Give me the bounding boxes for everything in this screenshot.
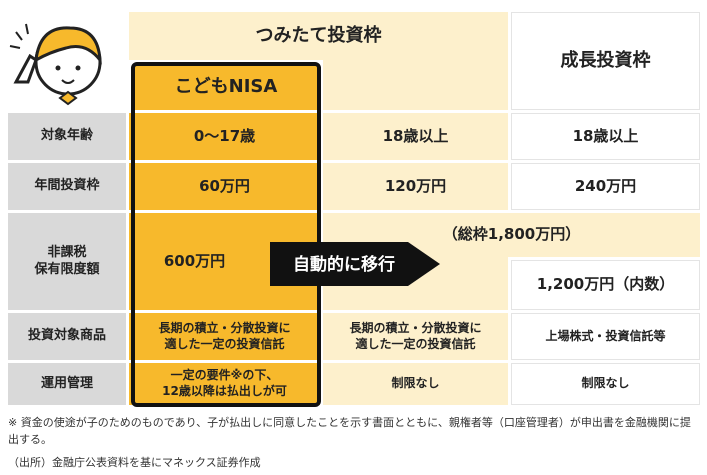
- cell-line: 長期の積立・分散投資に: [158, 320, 291, 335]
- arrow: 自動的に移行: [270, 242, 440, 286]
- row-label: 投資対象商品: [8, 313, 126, 360]
- cell-line: 一定の要件※の下、: [170, 368, 279, 383]
- tsumitate-cell: 長期の積立・分散投資に 適した一定の投資信託: [323, 313, 508, 360]
- seicho-cell: 1,200万円（内数）: [511, 260, 700, 310]
- seicho-cell: 制限なし: [511, 363, 700, 405]
- mascot-icon: [9, 23, 102, 106]
- tsumitate-cell: 18歳以上: [323, 113, 508, 160]
- cell-line: 長期の積立・分散投資に: [349, 320, 482, 335]
- cell-line: 12歳以降は払出しが可: [162, 384, 287, 398]
- header-fill: [323, 60, 508, 110]
- cell-line: 適した一定の投資信託: [164, 336, 285, 351]
- kodomo-cell: 60万円: [129, 163, 320, 210]
- row-label: 年間投資枠: [8, 163, 126, 210]
- tsumitate-cell: 制限なし: [323, 363, 508, 405]
- kodomo-cell: 長期の積立・分散投資に 適した一定の投資信託: [129, 313, 320, 360]
- kodomo-cell: 0～17歳: [129, 113, 320, 160]
- seicho-header: 成長投資枠: [511, 12, 700, 110]
- cell-line: 適した一定の投資信託: [355, 336, 476, 351]
- label-line: 非課税: [47, 244, 87, 260]
- tsumitate-cell: 120万円: [323, 163, 508, 210]
- seicho-cell: 240万円: [511, 163, 700, 210]
- note: ※ 資金の使途が子のためのものであり、子が払出しに同意したことを示す書面とともに…: [8, 416, 691, 446]
- seicho-cell: 上場株式・投資信託等: [511, 313, 700, 360]
- seicho-cell: 18歳以上: [511, 113, 700, 160]
- row-label: 非課税 保有限度額: [8, 213, 126, 310]
- kodomo-header: こどもNISA: [133, 64, 319, 110]
- kodomo-frame: [131, 62, 321, 407]
- row-label: 運用管理: [8, 363, 126, 405]
- row-label: 対象年齢: [8, 113, 126, 160]
- kodomo-cell: 一定の要件※の下、 12歳以降は払出しが可: [129, 363, 320, 405]
- tsumitate-header: つみたて投資枠: [129, 12, 508, 60]
- source: （出所）金融庁公表資料を基にマネックス証券作成: [8, 456, 261, 469]
- label-line: 保有限度額: [34, 261, 100, 277]
- arrow-label: 自動的に移行: [293, 254, 395, 275]
